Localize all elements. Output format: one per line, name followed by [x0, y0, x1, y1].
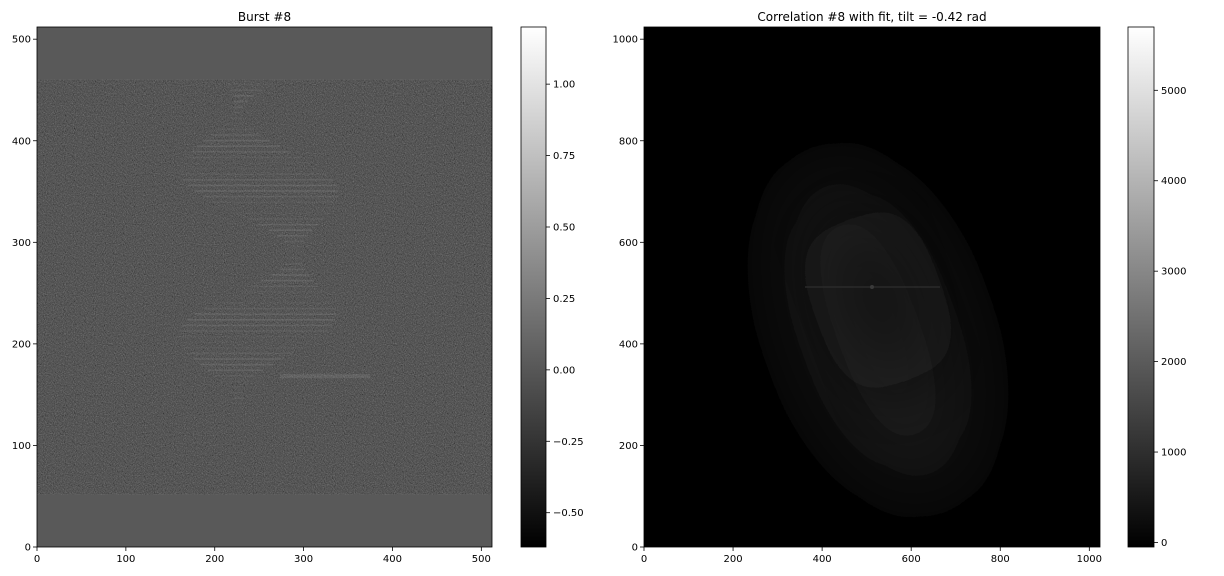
- correlation-panel: Correlation #8 with fit, tilt = -0.42 ra…: [613, 10, 1102, 565]
- correlation-y-tick-label: 600: [619, 238, 638, 249]
- burst-y-tick-label: 500: [12, 35, 31, 46]
- correlation-x-tick-label: 800: [991, 554, 1010, 565]
- correlation-colorbar-tick: 0: [1154, 538, 1167, 549]
- correlation-y-axis: 0 200 400 600 800 1000: [613, 35, 644, 554]
- correlation-y-tick-label: 0: [632, 543, 638, 554]
- correlation-colorbar-tick-label: 3000: [1161, 267, 1186, 278]
- burst-x-tick: 200: [205, 547, 224, 565]
- burst-panel: Burst #8 0 100 200 300 400 500 0 100 200 300 400 5…: [12, 10, 493, 565]
- correlation-colorbar-tick: 3000: [1154, 267, 1186, 278]
- correlation-colorbar-tick-label: 1000: [1161, 448, 1186, 459]
- burst-y-axis: 0 100 200 300 400 500: [12, 35, 37, 554]
- burst-image: [37, 27, 492, 547]
- correlation-y-tick: 200: [619, 441, 644, 452]
- burst-colorbar-tick: −0.50: [546, 508, 584, 519]
- correlation-x-tick-label: 200: [724, 554, 743, 565]
- correlation-x-tick: 200: [724, 547, 743, 565]
- burst-x-tick-label: 0: [34, 554, 40, 565]
- correlation-image: [644, 27, 1100, 547]
- burst-colorbar-tick-label: −0.50: [553, 508, 584, 519]
- burst-colorbar-tick: −0.25: [546, 437, 584, 448]
- correlation-x-tick: 1000: [1077, 547, 1102, 565]
- burst-y-tick-label: 200: [12, 339, 31, 350]
- correlation-colorbar-tick: 2000: [1154, 357, 1186, 368]
- correlation-y-tick-label: 800: [619, 136, 638, 147]
- burst-colorbar-tick-label: 0.75: [553, 151, 575, 162]
- burst-colorbar-tick-label: −0.25: [553, 437, 584, 448]
- correlation-x-tick: 400: [813, 547, 832, 565]
- correlation-colorbar: 0 1000 2000 3000 4000 5000: [1127, 26, 1186, 549]
- correlation-x-tick: 600: [902, 547, 921, 565]
- burst-x-tick-label: 100: [116, 554, 135, 565]
- burst-y-tick: 200: [12, 339, 37, 350]
- correlation-y-tick: 600: [619, 238, 644, 249]
- burst-colorbar-tick: 0.75: [546, 151, 575, 162]
- burst-colorbar-tick: 0.25: [546, 294, 575, 305]
- correlation-colorbar-tick: 1000: [1154, 448, 1186, 459]
- correlation-colorbar-tick-label: 5000: [1161, 86, 1186, 97]
- correlation-x-tick-label: 1000: [1077, 554, 1102, 565]
- burst-x-tick: 500: [472, 547, 491, 565]
- correlation-y-tick: 400: [619, 339, 644, 350]
- correlation-colorbar-tick-label: 0: [1161, 538, 1167, 549]
- correlation-title: Correlation #8 with fit, tilt = -0.42 ra…: [757, 10, 986, 24]
- burst-colorbar-tick: 0.50: [546, 223, 575, 234]
- correlation-colorbar-tick-label: 2000: [1161, 357, 1186, 368]
- burst-x-tick: 300: [294, 547, 313, 565]
- burst-colorbar-tick: 0.00: [546, 365, 575, 376]
- correlation-x-tick: 0: [641, 547, 647, 565]
- burst-x-tick-label: 500: [472, 554, 491, 565]
- burst-y-tick: 100: [12, 441, 37, 452]
- burst-y-tick: 400: [12, 136, 37, 147]
- correlation-y-tick: 0: [632, 543, 644, 554]
- burst-x-tick-label: 300: [294, 554, 313, 565]
- burst-y-tick: 300: [12, 238, 37, 249]
- correlation-x-axis: 0 200 400 600 800 1000: [641, 547, 1102, 565]
- burst-colorbar-tick-label: 1.00: [553, 80, 575, 91]
- burst-colorbar-tick-label: 0.25: [553, 294, 575, 305]
- burst-y-tick: 500: [12, 35, 37, 46]
- burst-title: Burst #8: [238, 10, 291, 24]
- burst-x-axis: 0 100 200 300 400 500: [34, 547, 491, 565]
- burst-x-tick: 400: [383, 547, 402, 565]
- burst-y-tick-label: 400: [12, 136, 31, 147]
- burst-y-tick-label: 100: [12, 441, 31, 452]
- correlation-y-tick-label: 400: [619, 339, 638, 350]
- correlation-colorbar-tick: 5000: [1154, 86, 1186, 97]
- correlation-y-tick: 1000: [613, 35, 644, 46]
- burst-x-tick: 100: [116, 547, 135, 565]
- correlation-x-tick: 800: [991, 547, 1010, 565]
- burst-colorbar-tick-label: 0.50: [553, 223, 575, 234]
- correlation-y-tick-label: 200: [619, 441, 638, 452]
- correlation-x-tick-label: 400: [813, 554, 832, 565]
- burst-y-tick: 0: [25, 543, 37, 554]
- correlation-colorbar-tick: 4000: [1154, 176, 1186, 187]
- correlation-y-tick-label: 1000: [613, 35, 638, 46]
- burst-y-tick-label: 0: [25, 543, 31, 554]
- correlation-peak: [870, 285, 874, 289]
- correlation-y-tick: 800: [619, 136, 644, 147]
- correlation-colorbar-tick-label: 4000: [1161, 176, 1186, 187]
- burst-colorbar-tick: 1.00: [546, 80, 575, 91]
- burst-y-tick-label: 300: [12, 238, 31, 249]
- burst-colorbar-tick-label: 0.00: [553, 365, 575, 376]
- burst-x-tick-label: 200: [205, 554, 224, 565]
- burst-colorbar: −0.50 −0.25 0.00 0.25 0.50 0.75 1.00: [520, 26, 584, 548]
- burst-x-tick-label: 400: [383, 554, 402, 565]
- correlation-x-tick-label: 600: [902, 554, 921, 565]
- burst-x-tick: 0: [34, 547, 40, 565]
- correlation-x-tick-label: 0: [641, 554, 647, 565]
